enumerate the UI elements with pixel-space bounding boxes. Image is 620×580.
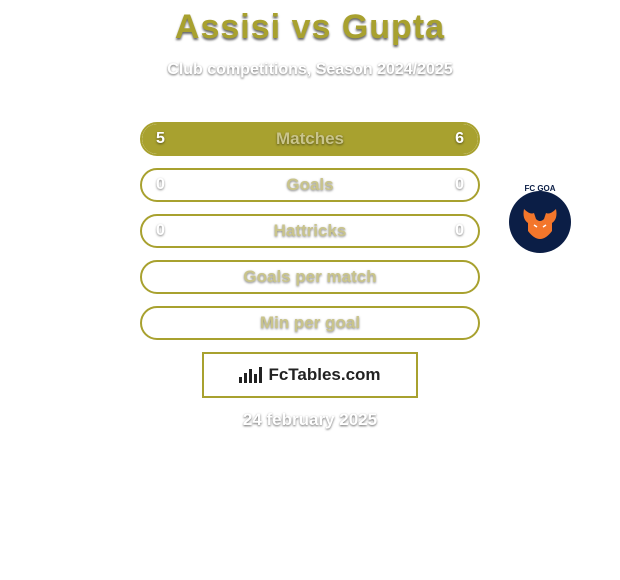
stat-row-goals: 0 0 Goals bbox=[140, 168, 480, 202]
stat-row-goals-per-match: Goals per match bbox=[140, 260, 480, 294]
stat-label: Min per goal bbox=[260, 313, 360, 333]
player1-club-ellipse-2 bbox=[20, 180, 120, 202]
gaur-head-icon bbox=[520, 205, 560, 239]
brand-box: FcTables.com bbox=[202, 352, 418, 398]
stat-row-matches: 5 6 Matches bbox=[140, 122, 480, 156]
stat-label: Hattricks bbox=[274, 221, 347, 241]
stat-value-left: 0 bbox=[156, 176, 165, 194]
player1-club-ellipse-1 bbox=[8, 126, 112, 148]
bar-chart-icon bbox=[239, 367, 262, 383]
stat-label: Goals per match bbox=[243, 267, 376, 287]
title-vs: vs bbox=[292, 8, 332, 46]
brand-text: FcTables.com bbox=[268, 365, 380, 385]
page-title: Assisi vs Gupta bbox=[0, 0, 620, 47]
stat-value-left: 5 bbox=[156, 130, 165, 148]
stat-value-right: 0 bbox=[455, 176, 464, 194]
stat-label: Goals bbox=[286, 175, 333, 195]
player2-club-logo: FC GOA bbox=[498, 180, 582, 264]
comparison-card: Assisi vs Gupta Club competitions, Seaso… bbox=[0, 0, 620, 580]
stat-value-right: 6 bbox=[455, 130, 464, 148]
title-player1: Assisi bbox=[175, 8, 281, 46]
fc-goa-label: FC GOA bbox=[498, 184, 582, 193]
date-text: 24 february 2025 bbox=[0, 410, 620, 430]
stat-row-hattricks: 0 0 Hattricks bbox=[140, 214, 480, 248]
stat-value-right: 0 bbox=[455, 222, 464, 240]
title-player2: Gupta bbox=[342, 8, 445, 46]
stat-label: Matches bbox=[276, 129, 344, 149]
stat-row-min-per-goal: Min per goal bbox=[140, 306, 480, 340]
stats-area: 5 6 Matches 0 0 Goals 0 0 Hattricks Goals per mat… bbox=[140, 122, 480, 352]
stat-value-left: 0 bbox=[156, 222, 165, 240]
fc-goa-icon bbox=[509, 191, 571, 253]
subtitle: Club competitions, Season 2024/2025 bbox=[0, 61, 620, 79]
